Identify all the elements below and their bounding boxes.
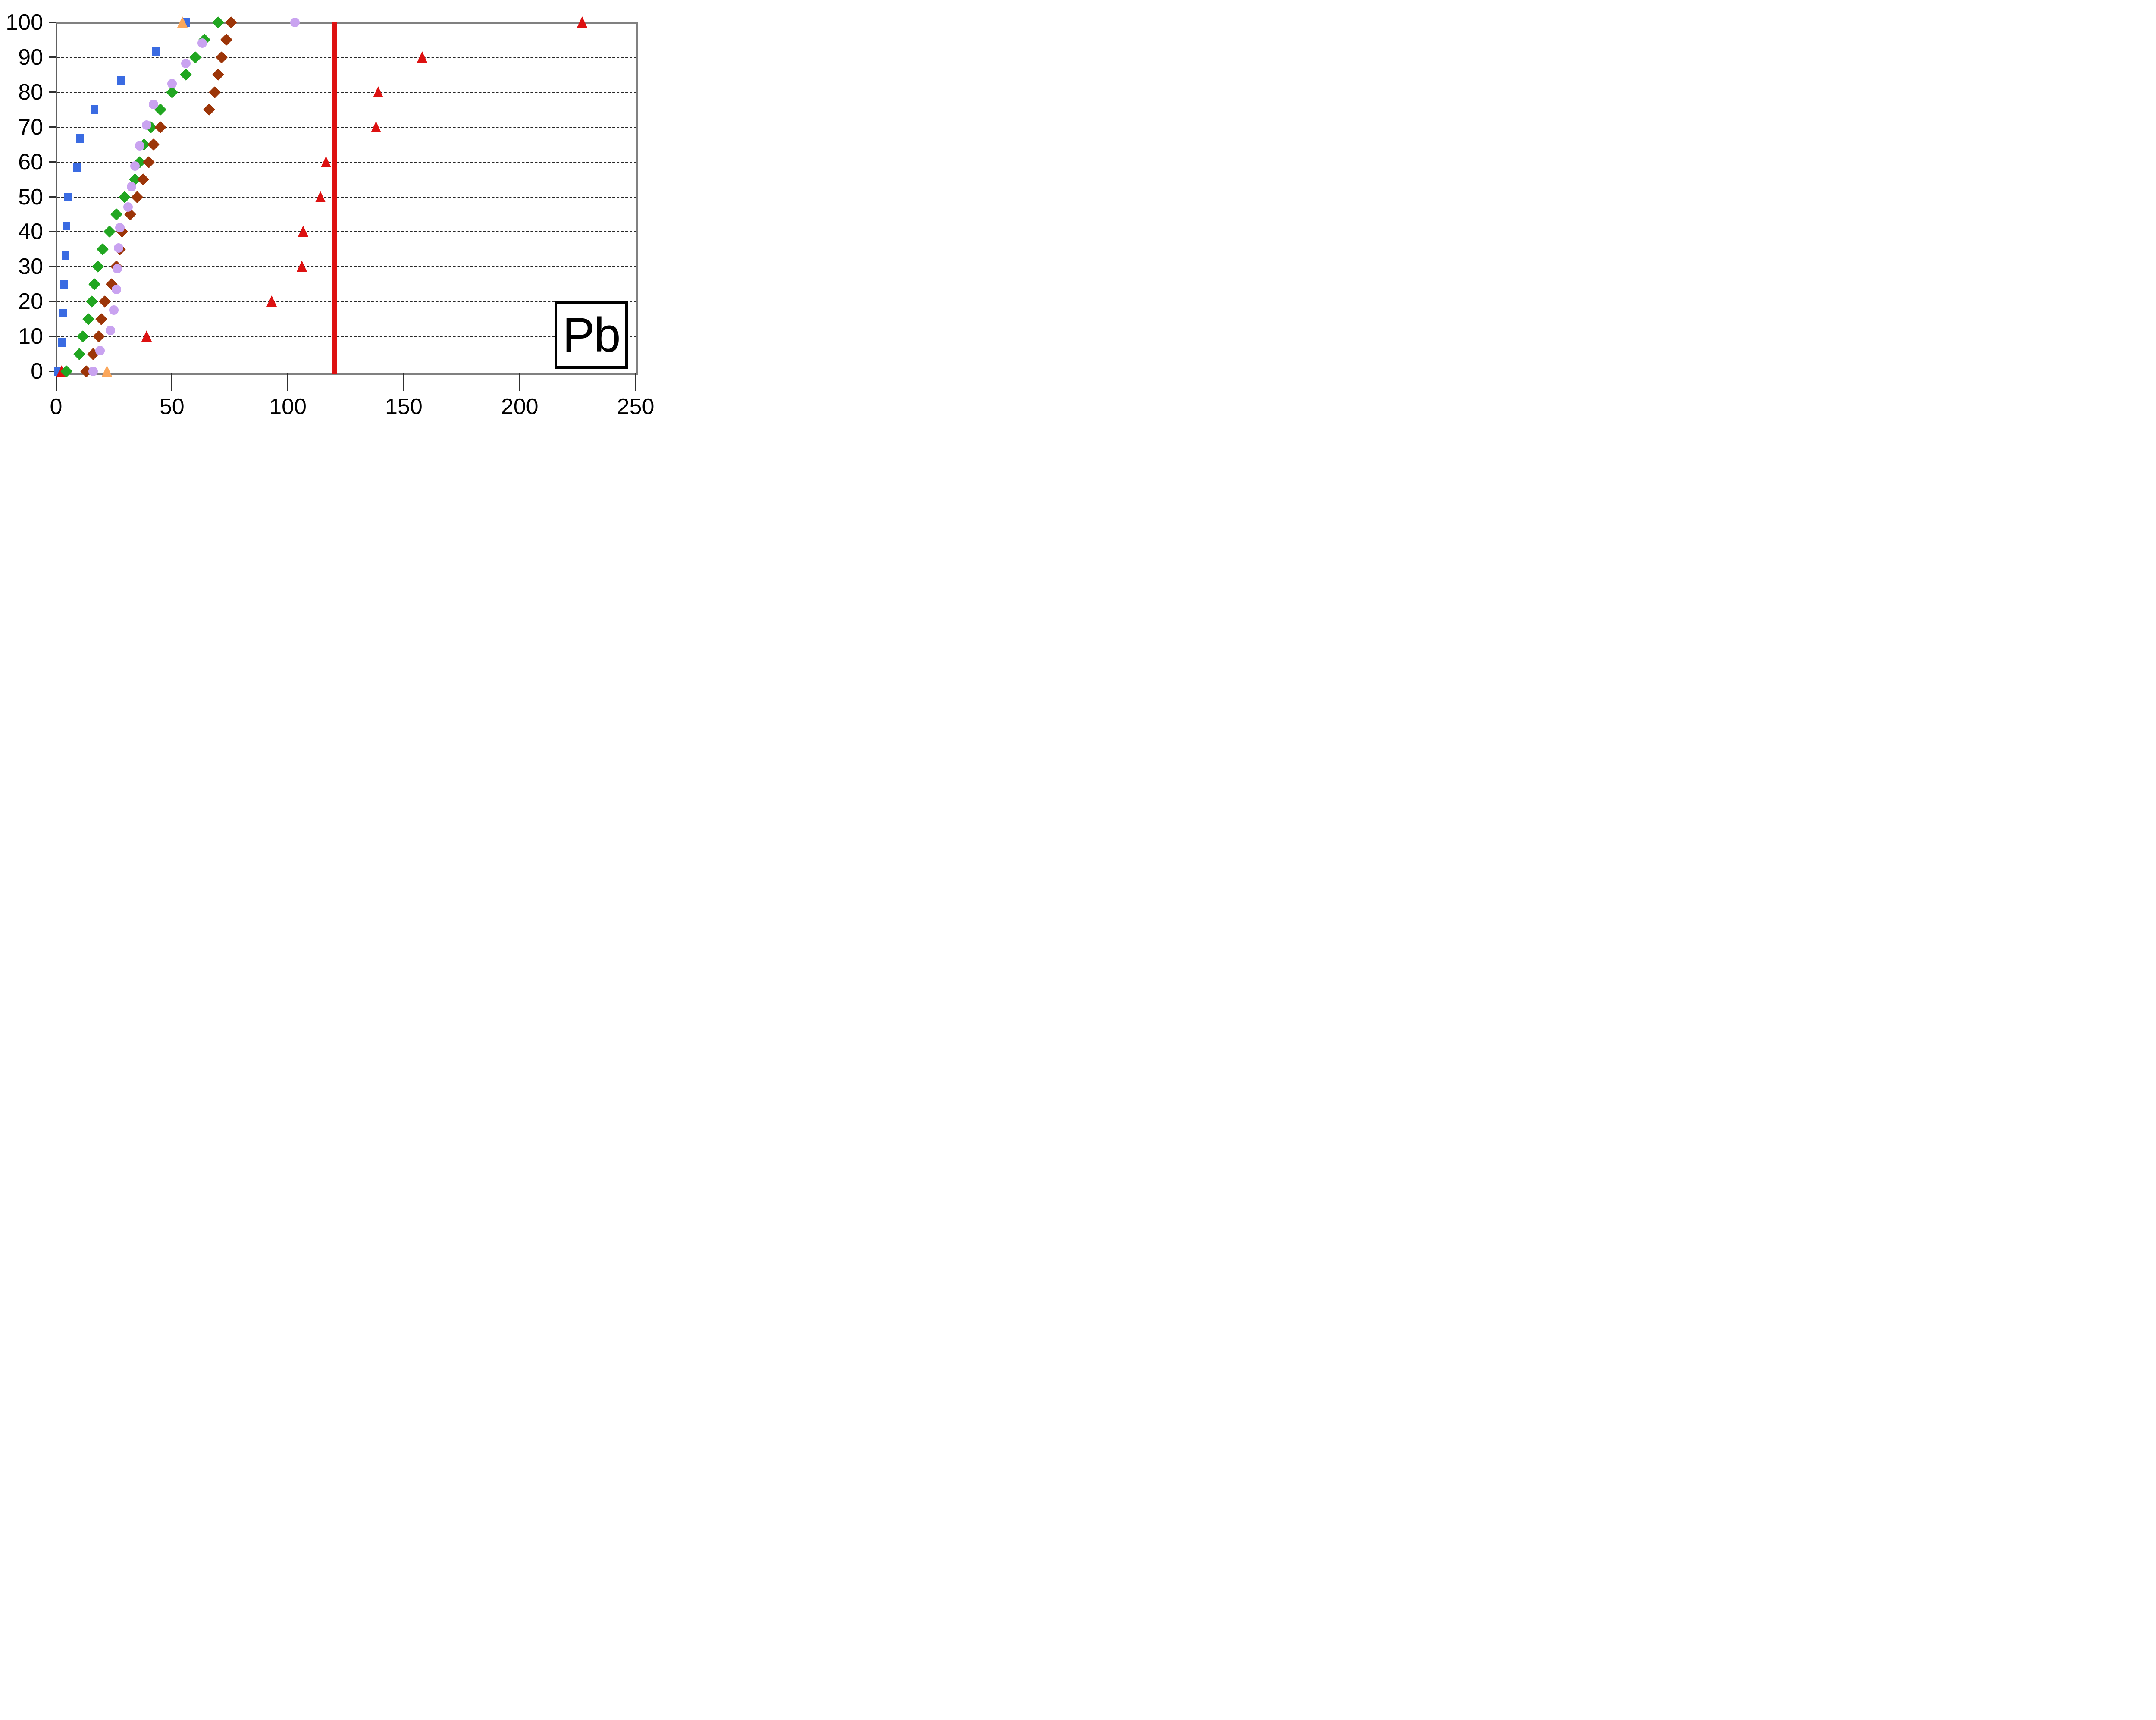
x-tick-200 (519, 373, 520, 391)
marker-blue-squares (63, 192, 72, 201)
gridline-y-30 (57, 266, 636, 267)
marker-purple-circles (181, 59, 191, 69)
marker-red-triangles (315, 191, 326, 202)
element-label: Pb (562, 308, 621, 362)
marker-red-triangles (373, 86, 384, 97)
marker-purple-circles (114, 243, 124, 253)
marker-purple-circles (130, 161, 140, 171)
gridline-y-80 (57, 91, 636, 93)
marker-purple-circles (167, 79, 177, 89)
marker-blue-squares (60, 279, 68, 289)
x-tick-0 (55, 373, 57, 391)
x-tick-label-0: 0 (50, 394, 63, 419)
marker-purple-circles (109, 305, 119, 315)
marker-red-triangles (321, 156, 332, 167)
y-tick-label-100: 100 (6, 10, 43, 35)
marker-red-triangles (266, 295, 277, 307)
y-tick-label-60: 60 (18, 149, 43, 175)
gridline-y-40 (57, 231, 636, 232)
y-tick-10 (49, 336, 56, 337)
gridline-y-60 (57, 161, 636, 163)
x-tick-label-100: 100 (269, 394, 307, 419)
gridline-y-70 (57, 126, 636, 128)
marker-purple-circles (106, 325, 116, 335)
marker-blue-squares (59, 308, 67, 317)
marker-red-triangles (370, 121, 381, 132)
marker-orange-triangles (177, 16, 188, 28)
y-tick-label-70: 70 (18, 114, 43, 140)
y-tick-80 (49, 91, 56, 93)
marker-purple-circles (123, 202, 133, 212)
gridline-y-90 (57, 56, 636, 58)
marker-blue-squares (58, 338, 66, 347)
marker-purple-circles (115, 223, 125, 232)
y-tick-40 (49, 231, 56, 232)
y-tick-50 (49, 196, 56, 198)
marker-purple-circles (290, 18, 300, 27)
y-tick-label-20: 20 (18, 289, 43, 314)
gridline-y-20 (57, 301, 636, 302)
y-tick-0 (49, 370, 56, 372)
y-tick-30 (49, 266, 56, 267)
reference-line (331, 22, 337, 374)
y-tick-label-80: 80 (18, 79, 43, 105)
y-tick-label-50: 50 (18, 184, 43, 210)
marker-blue-squares (152, 47, 160, 56)
x-tick-label-50: 50 (159, 394, 185, 419)
y-tick-100 (49, 22, 56, 23)
chart-canvas: 0 10 20 30 40 50 60 70 80 90 100 0 50 100 150 200 250 Pb (0, 0, 658, 430)
marker-red-triangles (417, 51, 428, 63)
marker-red-triangles (141, 330, 152, 342)
marker-purple-circles (141, 120, 151, 130)
y-tick-label-0: 0 (31, 359, 43, 384)
gridline-y-50 (57, 196, 636, 198)
x-tick-250 (635, 373, 636, 391)
y-tick-label-10: 10 (18, 324, 43, 349)
plot-area (56, 22, 638, 375)
marker-purple-circles (197, 38, 207, 48)
y-tick-20 (49, 301, 56, 302)
x-tick-150 (403, 373, 404, 391)
marker-blue-squares (76, 134, 85, 143)
marker-purple-circles (113, 264, 122, 274)
y-tick-label-30: 30 (18, 254, 43, 279)
y-tick-label-90: 90 (18, 44, 43, 70)
marker-purple-circles (95, 346, 105, 356)
x-tick-label-200: 200 (501, 394, 539, 419)
marker-purple-circles (88, 367, 98, 376)
element-label-box: Pb (555, 301, 628, 369)
marker-blue-squares (63, 221, 71, 230)
marker-red-triangles (298, 226, 308, 237)
x-tick-50 (171, 373, 173, 391)
x-tick-label-250: 250 (617, 394, 655, 419)
marker-purple-circles (126, 182, 136, 192)
marker-blue-squares (90, 105, 98, 114)
marker-purple-circles (135, 141, 144, 151)
marker-blue-squares (61, 251, 69, 260)
y-tick-90 (49, 56, 56, 58)
y-tick-label-40: 40 (18, 219, 43, 245)
marker-purple-circles (148, 100, 158, 110)
x-tick-100 (287, 373, 289, 391)
marker-red-triangles (577, 16, 588, 28)
marker-purple-circles (111, 284, 121, 294)
marker-orange-triangles (102, 365, 113, 377)
y-tick-60 (49, 161, 56, 163)
marker-blue-squares (73, 163, 81, 173)
marker-red-triangles (296, 261, 307, 272)
marker-blue-squares (117, 76, 125, 85)
x-tick-label-150: 150 (385, 394, 423, 419)
y-tick-70 (49, 126, 56, 128)
gridline-y-10 (57, 336, 636, 337)
